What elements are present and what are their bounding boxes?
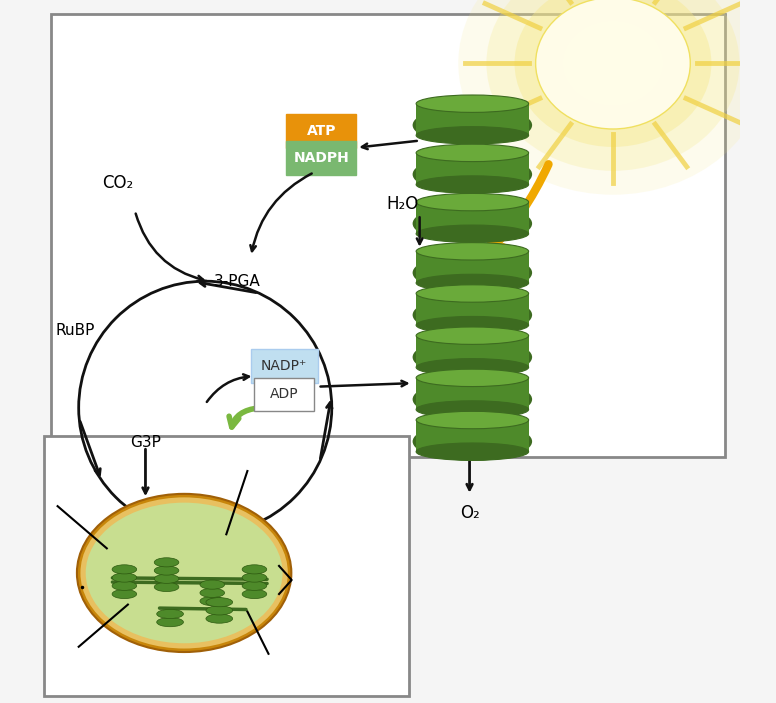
Ellipse shape <box>487 0 740 171</box>
Ellipse shape <box>112 589 137 599</box>
Ellipse shape <box>416 327 528 344</box>
Ellipse shape <box>112 565 137 574</box>
Bar <box>416 251 528 283</box>
Ellipse shape <box>413 204 532 243</box>
Bar <box>416 153 528 184</box>
Text: RuBP: RuBP <box>55 323 95 338</box>
Bar <box>416 378 528 409</box>
Text: NADP⁺: NADP⁺ <box>261 359 307 373</box>
Ellipse shape <box>416 285 528 302</box>
Ellipse shape <box>413 422 532 461</box>
Ellipse shape <box>413 380 532 418</box>
Ellipse shape <box>200 596 224 606</box>
Ellipse shape <box>154 582 178 592</box>
Bar <box>416 202 528 233</box>
Ellipse shape <box>81 498 288 648</box>
Ellipse shape <box>85 503 282 643</box>
Ellipse shape <box>416 193 528 211</box>
Ellipse shape <box>535 0 691 129</box>
Ellipse shape <box>157 610 183 619</box>
FancyArrowPatch shape <box>488 165 549 252</box>
Ellipse shape <box>413 105 532 144</box>
Text: ADP: ADP <box>269 387 298 401</box>
Ellipse shape <box>416 443 528 460</box>
Text: 3-PGA: 3-PGA <box>213 273 260 289</box>
Bar <box>416 420 528 452</box>
Ellipse shape <box>416 95 528 112</box>
Ellipse shape <box>200 580 224 589</box>
Ellipse shape <box>154 557 178 567</box>
Ellipse shape <box>416 369 528 387</box>
Ellipse shape <box>413 254 532 292</box>
Ellipse shape <box>416 176 528 193</box>
Text: G3P: G3P <box>130 435 161 451</box>
FancyBboxPatch shape <box>43 436 409 696</box>
Ellipse shape <box>563 20 663 105</box>
FancyBboxPatch shape <box>286 141 356 175</box>
FancyBboxPatch shape <box>50 14 726 457</box>
Bar <box>416 336 528 367</box>
Ellipse shape <box>416 411 528 429</box>
Ellipse shape <box>242 565 267 574</box>
Ellipse shape <box>416 127 528 144</box>
Ellipse shape <box>206 598 233 607</box>
Ellipse shape <box>416 225 528 243</box>
Ellipse shape <box>514 0 712 147</box>
Ellipse shape <box>413 338 532 377</box>
Ellipse shape <box>459 0 767 195</box>
Text: NADPH: NADPH <box>293 151 349 165</box>
Text: ATP: ATP <box>307 124 336 138</box>
Text: CO₂: CO₂ <box>102 174 133 192</box>
Ellipse shape <box>206 614 233 623</box>
Text: H₂O: H₂O <box>386 195 418 213</box>
FancyArrowPatch shape <box>229 408 258 427</box>
Text: O₂: O₂ <box>459 504 480 522</box>
Ellipse shape <box>242 589 267 599</box>
Ellipse shape <box>242 581 267 591</box>
Ellipse shape <box>157 617 183 627</box>
FancyBboxPatch shape <box>251 349 317 383</box>
Bar <box>416 103 528 135</box>
Ellipse shape <box>77 494 291 652</box>
Ellipse shape <box>416 274 528 292</box>
Ellipse shape <box>416 316 528 334</box>
Bar <box>416 293 528 325</box>
FancyBboxPatch shape <box>255 378 314 411</box>
Ellipse shape <box>206 606 233 615</box>
Ellipse shape <box>112 573 137 582</box>
FancyBboxPatch shape <box>286 114 356 148</box>
Ellipse shape <box>413 155 532 193</box>
Ellipse shape <box>242 573 267 582</box>
Ellipse shape <box>416 144 528 162</box>
Ellipse shape <box>112 581 137 591</box>
Ellipse shape <box>200 588 224 598</box>
Ellipse shape <box>416 243 528 260</box>
Ellipse shape <box>416 401 528 418</box>
Ellipse shape <box>416 359 528 376</box>
Ellipse shape <box>154 566 178 575</box>
Ellipse shape <box>413 295 532 334</box>
Ellipse shape <box>154 574 178 583</box>
